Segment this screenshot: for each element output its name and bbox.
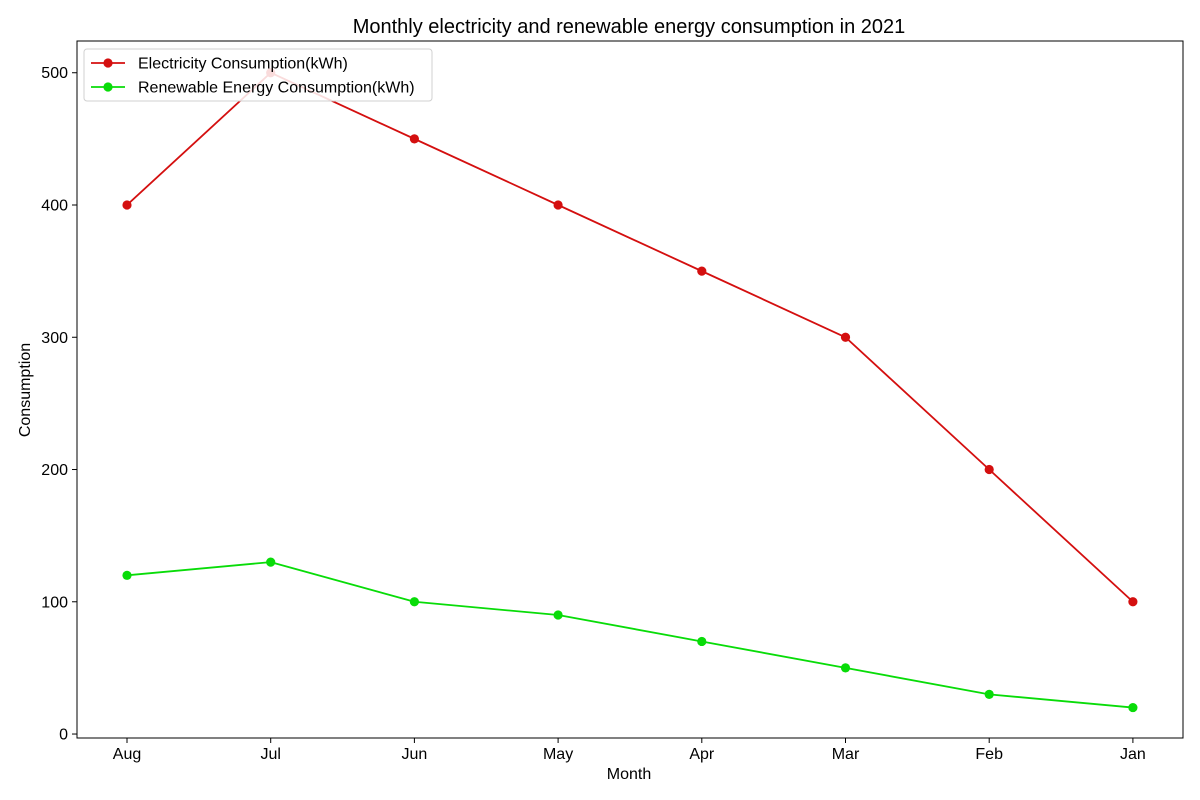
series-line [126,561,1133,709]
x-tick-label: Jan [1120,746,1146,763]
legend-items: Electricity Consumption(kWh) Renewable En… [91,56,415,97]
legend-box [83,48,433,102]
data-point [553,200,563,210]
y-tick-label: 500 [41,65,68,82]
plot-area [76,40,1184,739]
data-point [553,610,563,620]
y-tick-label: 0 [59,727,68,744]
data-point [840,332,851,342]
x-tick-label: Feb [975,746,1003,763]
x-axis-label: Month [607,766,651,783]
y-tick-label: 200 [41,462,68,479]
data-point [697,636,707,647]
data-point [409,134,419,144]
data-point [984,689,994,699]
y-tick-label: 300 [41,330,68,347]
legend-marker [103,58,113,68]
data-point [984,464,994,475]
y-axis: 0 100 200 300 400 500 [41,65,77,744]
data-point [1128,702,1138,713]
legend-label: Renewable Energy Consumption(kWh) [138,80,415,97]
x-tick-label: Apr [689,746,715,763]
y-tick-label: 400 [41,198,68,215]
data-point [697,266,707,276]
chart-title: Monthly electricity and renewable energy… [353,16,906,38]
series-group [122,557,1138,713]
x-tick-label: Aug [113,746,141,763]
x-tick-label: Mar [832,746,860,763]
data-point [1128,597,1138,607]
data-point [840,663,851,673]
x-tick-label: Jun [402,746,428,763]
data-point [409,597,419,607]
y-tick-label: 100 [41,594,68,611]
plot-frame [76,40,1184,739]
x-axis: Aug Jul Jun May Apr Mar Feb Jan [113,738,1146,763]
data-point [266,557,276,567]
y-axis-label: Consumption [17,343,34,437]
legend: Electricity Consumption(kWh) Renewable En… [83,48,433,102]
legend-marker [103,82,113,92]
x-tick-label: May [543,746,573,763]
data-point [122,570,132,580]
x-tick-label: Jul [260,746,280,763]
legend-label: Electricity Consumption(kWh) [138,56,348,73]
data-point [122,200,132,210]
